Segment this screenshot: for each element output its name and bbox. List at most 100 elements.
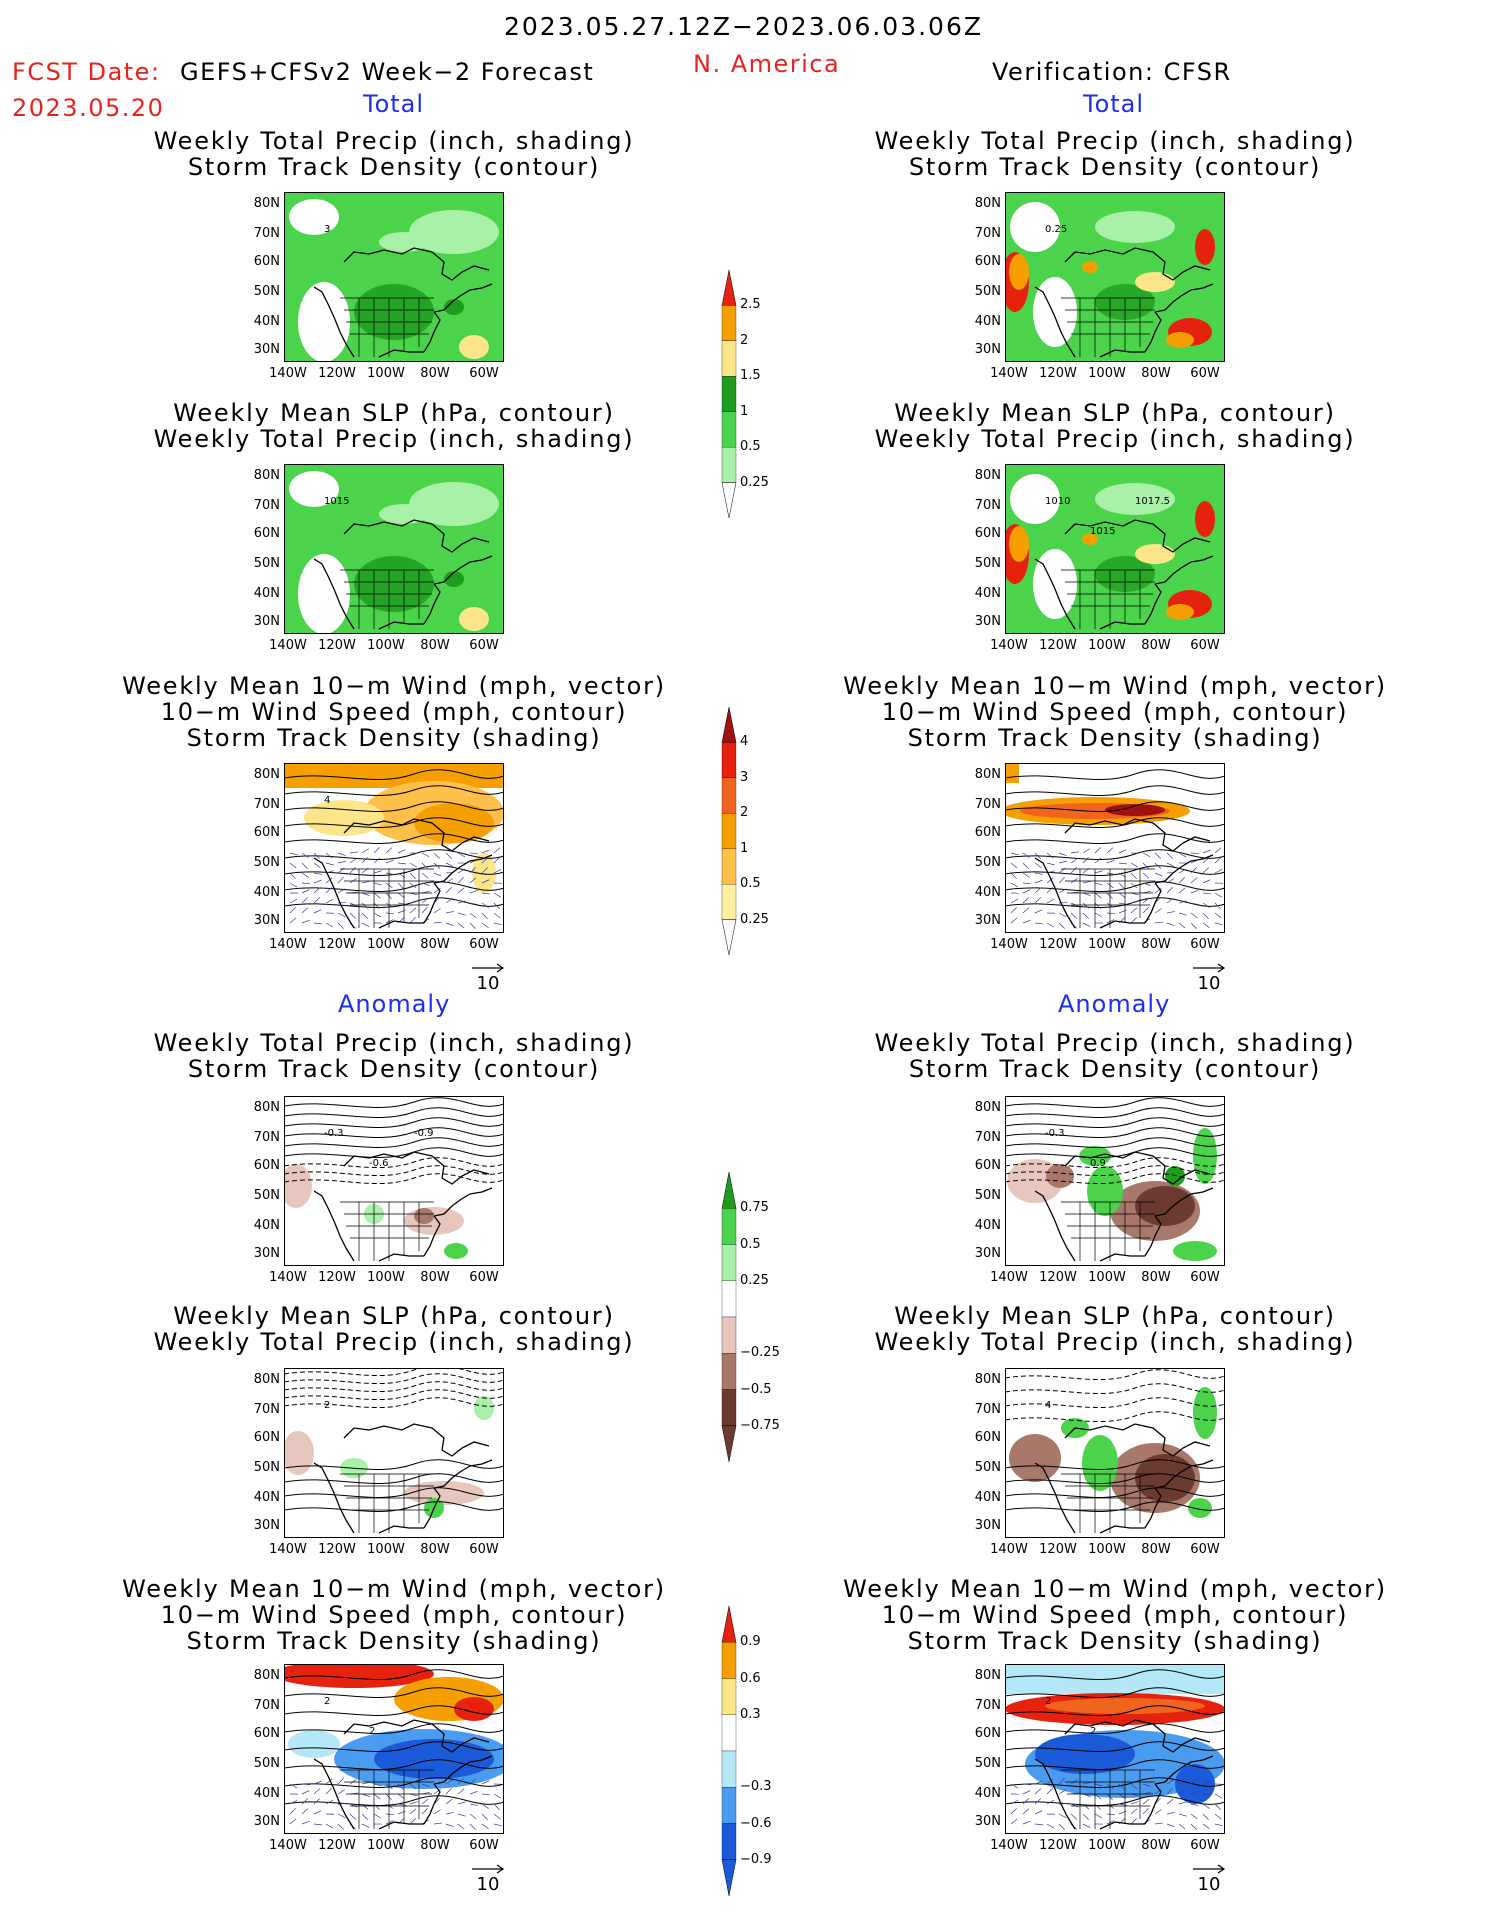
lon-tick-8-0: 140W: [269, 1542, 307, 1557]
panel-5-title-line-0: Weekly Mean 10−m Wind (mph, vector): [843, 672, 1387, 700]
panel-7-title-line-0: Weekly Total Precip (inch, shading): [874, 1029, 1356, 1057]
reference-vector-label-10: 10: [476, 1874, 500, 1895]
lon-tick-4-3: 80W: [420, 937, 450, 952]
lat-tick-7-3: 50N: [974, 1188, 1001, 1203]
lon-tick-0-1: 120W: [318, 366, 356, 381]
reference-vector-arrow-5: [1193, 963, 1226, 973]
lon-tick-6-4: 60W: [469, 1270, 499, 1285]
panel-10-title-line-0: Weekly Mean 10−m Wind (mph, vector): [122, 1575, 666, 1603]
lon-tick-11-2: 100W: [1088, 1838, 1126, 1853]
panel-11-title-line-2: Storm Track Density (shading): [907, 1627, 1323, 1655]
contour-label-3-0: 1010: [1045, 496, 1070, 507]
lon-tick-6-1: 120W: [318, 1270, 356, 1285]
colorbar-track_total-seg-1: [721, 742, 737, 779]
lat-tick-5-5: 30N: [974, 913, 1001, 928]
lon-tick-2-0: 140W: [269, 638, 307, 653]
lat-tick-7-2: 60N: [974, 1158, 1001, 1173]
lon-tick-4-2: 100W: [367, 937, 405, 952]
lon-tick-9-1: 120W: [1039, 1542, 1077, 1557]
lon-tick-3-4: 60W: [1190, 638, 1220, 653]
colorbar-track_anom-label-5: −0.9: [740, 1851, 772, 1867]
colorbar-track_anom-seg-6: [721, 1823, 737, 1860]
colorbar-precip_anom-seg-1: [721, 1208, 737, 1245]
lat-tick-11-0: 80N: [974, 1668, 1001, 1683]
lat-tick-7-5: 30N: [974, 1246, 1001, 1261]
contour-label-2-0: 1015: [324, 496, 349, 507]
panel-6-title-line-1: Storm Track Density (contour): [187, 1055, 601, 1083]
colorbar-track_anom: [721, 1605, 737, 1897]
lat-tick-7-1: 70N: [974, 1130, 1001, 1145]
map-panel-3: 1010 1015 1017.5: [1005, 464, 1225, 634]
lon-tick-6-0: 140W: [269, 1270, 307, 1285]
lat-tick-10-5: 30N: [253, 1814, 280, 1829]
colorbar-precip_total-seg-2: [721, 340, 737, 377]
lon-tick-7-2: 100W: [1088, 1270, 1126, 1285]
lat-tick-6-1: 70N: [253, 1130, 280, 1145]
lat-tick-0-1: 70N: [253, 226, 280, 241]
panel-3-title-line-0: Weekly Mean SLP (hPa, contour): [894, 399, 1336, 427]
lon-tick-0-0: 140W: [269, 366, 307, 381]
lat-tick-1-5: 30N: [974, 342, 1001, 357]
colorbar-track_anom-label-1: 0.6: [740, 1670, 761, 1686]
lon-tick-1-0: 140W: [990, 366, 1028, 381]
colorbar-track_total-label-2: 2: [740, 805, 749, 821]
contour-label-9-0: 4: [1045, 1400, 1051, 1411]
lat-tick-1-1: 70N: [974, 226, 1001, 241]
lat-tick-2-0: 80N: [253, 468, 280, 483]
colorbar-precip_anom-label-5: −0.75: [740, 1417, 780, 1433]
lat-tick-4-2: 60N: [253, 825, 280, 840]
lon-tick-10-4: 60W: [469, 1838, 499, 1853]
panel-8-title-line-0: Weekly Mean SLP (hPa, contour): [173, 1302, 615, 1330]
map-panel-4: 4: [284, 763, 504, 933]
contour-label-11-0: 2: [1045, 1696, 1051, 1707]
section-total-left: Total: [363, 90, 425, 118]
lat-tick-3-5: 30N: [974, 614, 1001, 629]
lat-tick-1-3: 50N: [974, 284, 1001, 299]
lon-tick-2-4: 60W: [469, 638, 499, 653]
section-anomaly-right: Anomaly: [1058, 990, 1171, 1018]
reference-vector-label-4: 10: [476, 973, 500, 994]
colorbar-precip_total-label-5: 0.25: [740, 474, 769, 490]
lon-tick-8-1: 120W: [318, 1542, 356, 1557]
contour-label-10-1: 2: [369, 1726, 375, 1737]
contour-label-4-0: 4: [324, 795, 330, 806]
colorbar-track_anom-label-4: −0.6: [740, 1815, 772, 1831]
lat-tick-8-1: 70N: [253, 1402, 280, 1417]
lon-tick-5-2: 100W: [1088, 937, 1126, 952]
lat-tick-4-5: 30N: [253, 913, 280, 928]
colorbar-track_total-label-0: 4: [740, 734, 749, 750]
lat-tick-3-1: 70N: [974, 498, 1001, 513]
colorbar-track_total-label-5: 0.25: [740, 911, 769, 927]
lat-tick-8-5: 30N: [253, 1518, 280, 1533]
lon-tick-7-4: 60W: [1190, 1270, 1220, 1285]
lon-tick-0-3: 80W: [420, 366, 450, 381]
lon-tick-5-4: 60W: [1190, 937, 1220, 952]
colorbar-precip_total-bottom-tip: [721, 482, 737, 519]
lat-tick-9-0: 80N: [974, 1372, 1001, 1387]
colorbar-precip_total-label-1: 2: [740, 332, 749, 348]
lat-tick-1-2: 60N: [974, 254, 1001, 269]
colorbar-precip_anom-top-tip: [721, 1171, 737, 1209]
lat-tick-0-2: 60N: [253, 254, 280, 269]
panel-4-title-line-2: Storm Track Density (shading): [186, 724, 602, 752]
colorbar-precip_anom-seg-2: [721, 1244, 737, 1281]
lat-tick-11-3: 50N: [974, 1756, 1001, 1771]
lon-tick-2-3: 80W: [420, 638, 450, 653]
panel-4-title-line-0: Weekly Mean 10−m Wind (mph, vector): [122, 672, 666, 700]
lon-tick-9-2: 100W: [1088, 1542, 1126, 1557]
lon-tick-10-3: 80W: [420, 1838, 450, 1853]
map-panel-0: 3: [284, 192, 504, 362]
reference-vector-arrow-10: [472, 1864, 505, 1874]
lat-tick-6-3: 50N: [253, 1188, 280, 1203]
lon-tick-8-2: 100W: [367, 1542, 405, 1557]
lat-tick-3-4: 40N: [974, 586, 1001, 601]
lon-tick-7-3: 80W: [1141, 1270, 1171, 1285]
lat-tick-5-3: 50N: [974, 855, 1001, 870]
contour-label-8-0: 2: [324, 1400, 330, 1411]
lon-tick-9-0: 140W: [990, 1542, 1028, 1557]
lat-tick-2-2: 60N: [253, 526, 280, 541]
colorbar-precip_total-seg-3: [721, 376, 737, 412]
lat-tick-1-4: 40N: [974, 314, 1001, 329]
contour-label-6-2: -0.9: [414, 1128, 434, 1139]
